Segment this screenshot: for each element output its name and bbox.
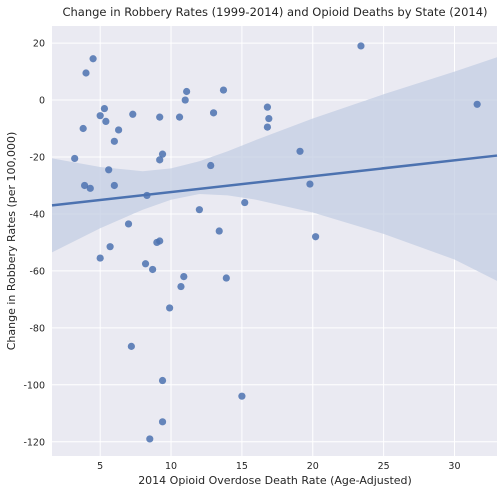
data-point [215, 227, 223, 235]
data-point [175, 113, 184, 121]
y-tick-label: 20 [33, 39, 45, 50]
data-point [156, 113, 164, 121]
data-point [177, 282, 185, 291]
y-tick-label: -40 [29, 209, 45, 220]
x-tick-label: 25 [378, 461, 390, 472]
data-point [110, 137, 118, 145]
data-point [222, 274, 230, 282]
data-point [209, 109, 218, 117]
y-tick-labels: 20 0 -20 -40 -60 -80 -100 -120 [23, 39, 45, 449]
data-point [80, 181, 89, 190]
data-point [357, 42, 365, 50]
data-point [263, 103, 272, 111]
data-point [71, 154, 79, 163]
confidence-band-area [52, 57, 497, 281]
data-point [183, 87, 191, 96]
y-tick-label: -120 [23, 437, 45, 448]
data-point [156, 237, 164, 245]
data-point [265, 114, 273, 123]
data-point [79, 124, 87, 133]
y-tick-label: -100 [23, 380, 45, 391]
data-points [71, 42, 481, 443]
x-tick-label: 20 [307, 461, 319, 472]
regression-line [51, 154, 498, 207]
data-point [110, 181, 118, 190]
data-point [115, 126, 123, 134]
y-axis-label: Change in Robbery Rates (per 100,000) [5, 132, 18, 351]
data-point [158, 376, 167, 385]
data-point [473, 100, 481, 108]
data-point [306, 180, 314, 188]
data-point [296, 147, 304, 155]
x-tick-labels: 5 10 15 20 25 30 [97, 461, 460, 472]
y-tick-label: -20 [29, 152, 45, 163]
data-point [100, 104, 109, 113]
data-point [127, 342, 135, 350]
data-point [149, 265, 157, 274]
x-axis-label: 2014 Opioid Overdose Death Rate (Age-Adj… [138, 474, 412, 487]
regression-line-group [51, 154, 498, 207]
x-tick-label: 5 [97, 461, 103, 472]
data-point [311, 233, 320, 241]
data-point [82, 69, 90, 77]
x-tick-label: 10 [165, 461, 177, 472]
data-point [129, 110, 137, 118]
data-point [195, 206, 203, 214]
data-point [89, 55, 97, 63]
data-point [166, 304, 174, 312]
data-point [158, 150, 167, 158]
data-point [96, 254, 104, 262]
data-point [158, 418, 167, 426]
data-point [124, 220, 133, 228]
data-point [86, 184, 94, 192]
data-point [143, 191, 151, 200]
data-point [238, 392, 246, 400]
data-point [105, 166, 113, 174]
x-tick-label: 30 [448, 461, 460, 472]
data-point [241, 198, 249, 207]
data-point [156, 156, 164, 164]
data-point [146, 435, 154, 443]
data-point [181, 96, 189, 104]
data-point [141, 260, 150, 268]
y-tick-label: -80 [29, 323, 45, 334]
chart-title: Change in Robbery Rates (1999-2014) and … [62, 5, 487, 19]
y-tick-label: -60 [29, 266, 45, 277]
data-point [102, 117, 110, 125]
x-tick-label: 15 [236, 461, 248, 472]
data-point [96, 112, 104, 120]
data-point [180, 272, 188, 281]
confidence-band [52, 57, 497, 281]
data-point [207, 161, 215, 170]
y-tick-label: 0 [39, 96, 45, 107]
data-point [106, 243, 114, 251]
data-point [219, 86, 228, 94]
data-point [263, 123, 272, 131]
